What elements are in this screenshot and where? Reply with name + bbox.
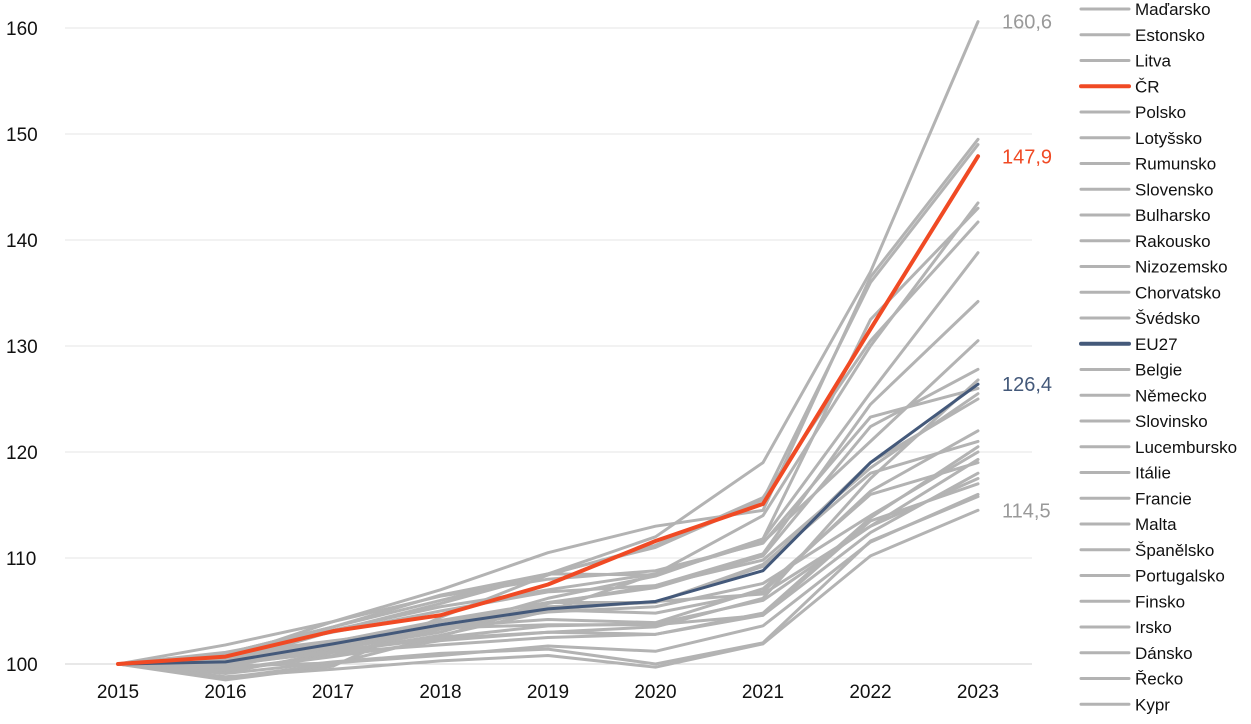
end-value-label: 114,5 xyxy=(1002,500,1051,522)
y-tick-label: 130 xyxy=(6,337,38,358)
legend-label: Litva xyxy=(1135,52,1171,71)
x-tick-label: 2020 xyxy=(634,682,676,703)
series-line-25 xyxy=(116,482,980,666)
y-axis-tick-labels: 100 110 120 130 140 150 160 xyxy=(6,19,38,676)
legend-label: Rumunsko xyxy=(1135,155,1216,174)
legend-label: Nizozemsko xyxy=(1135,258,1228,277)
legend-label: Rakousko xyxy=(1135,232,1211,251)
legend-label: Malta xyxy=(1135,515,1177,534)
x-tick-label: 2022 xyxy=(849,682,891,703)
series-line-14 xyxy=(116,386,980,666)
y-tick-label: 140 xyxy=(6,231,38,252)
x-axis-tick-labels: 2015 2016 2017 2018 2019 2020 2021 2022 2023 xyxy=(97,682,999,703)
legend-label: Německo xyxy=(1135,386,1207,405)
x-tick-label: 2018 xyxy=(419,682,461,703)
legend-label: Řecko xyxy=(1135,670,1183,689)
legend-label: Maďarsko xyxy=(1135,0,1211,19)
series-line-27 xyxy=(116,508,980,679)
series-lines xyxy=(116,20,980,682)
end-value-label: 160,6 xyxy=(1002,12,1052,34)
end-value-label: 126,4 xyxy=(1002,374,1052,396)
x-tick-label: 2021 xyxy=(742,682,784,703)
legend-label: Dánsko xyxy=(1135,644,1193,663)
end-value-label: 147,9 xyxy=(1002,146,1052,168)
series-line-0 xyxy=(116,20,980,666)
x-tick-label: 2016 xyxy=(204,682,246,703)
legend-label: Irsko xyxy=(1135,618,1172,637)
legend-label: Švédsko xyxy=(1135,309,1200,328)
series-line-26 xyxy=(116,495,980,676)
legend-label: Kypr xyxy=(1135,695,1170,714)
legend-label: Chorvatsko xyxy=(1135,283,1221,302)
x-tick-label: 2017 xyxy=(312,682,354,703)
y-tick-label: 100 xyxy=(6,655,38,676)
y-tick-label: 160 xyxy=(6,19,38,40)
series-line-3 xyxy=(116,154,980,666)
legend-label: Belgie xyxy=(1135,361,1182,380)
y-tick-label: 120 xyxy=(6,443,38,464)
legend-label: Lotyšsko xyxy=(1135,129,1202,148)
legend-label: Slovensko xyxy=(1135,180,1213,199)
legend-label: Itálie xyxy=(1135,464,1171,483)
x-tick-label: 2015 xyxy=(97,682,139,703)
legend-label: Lucembursko xyxy=(1135,438,1237,457)
legend-label: Portugalsko xyxy=(1135,567,1225,586)
legend-label: Finsko xyxy=(1135,592,1185,611)
end-value-labels: 160,6 147,9 126,4 114,5 xyxy=(1002,12,1052,523)
legend-label: ČR xyxy=(1135,77,1160,96)
legend-label: Slovinsko xyxy=(1135,412,1208,431)
x-tick-label: 2023 xyxy=(957,682,999,703)
series-line-24 xyxy=(116,492,980,668)
gridlines xyxy=(65,27,1032,665)
x-tick-label: 2019 xyxy=(527,682,569,703)
series-line-18 xyxy=(116,445,980,667)
y-tick-label: 150 xyxy=(6,125,38,146)
series-line-13 xyxy=(116,382,980,666)
y-tick-label: 110 xyxy=(6,549,36,570)
legend-label: Polsko xyxy=(1135,103,1186,122)
legend-label: Francie xyxy=(1135,489,1192,508)
legend: Maďarsko Estonsko Litva ČR Polsko Lotyšsko Rum… xyxy=(1079,0,1237,714)
legend-label: Estonsko xyxy=(1135,26,1205,45)
legend-label: Bulharsko xyxy=(1135,206,1211,225)
legend-label: EU27 xyxy=(1135,335,1178,354)
legend-label: Španělsko xyxy=(1135,541,1214,560)
